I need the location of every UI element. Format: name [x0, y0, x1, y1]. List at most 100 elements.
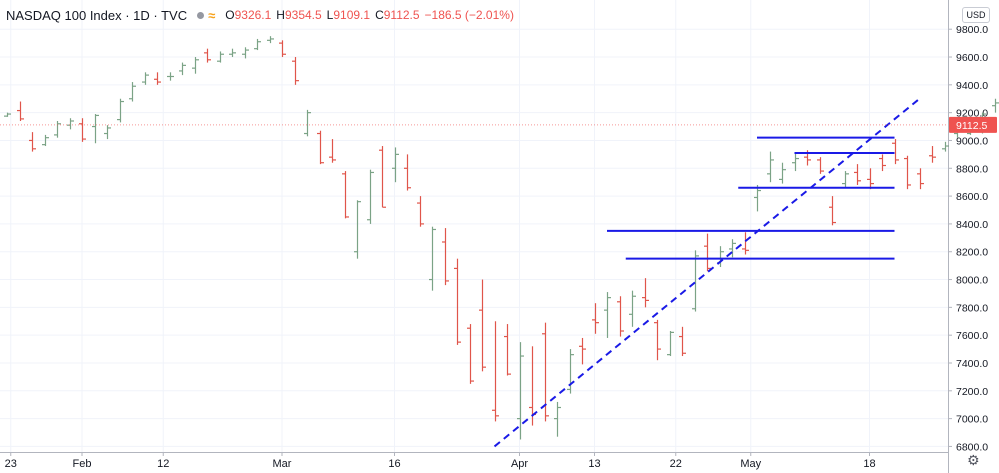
ohlc-bar[interactable]: [579, 337, 586, 365]
ohlc-bar[interactable]: [629, 290, 636, 327]
y-tick-label: 8200.0: [956, 247, 988, 259]
ohlc-bar[interactable]: [392, 147, 399, 183]
ohlc-bar[interactable]: [729, 239, 736, 258]
ohlc-bar[interactable]: [117, 98, 124, 123]
y-tick-label: 8600.0: [956, 191, 988, 203]
ohlc-bar[interactable]: [617, 296, 624, 337]
ohlc-bar[interactable]: [854, 164, 861, 185]
ohlc-bar[interactable]: [592, 303, 599, 334]
ohlc-bar[interactable]: [267, 36, 274, 44]
x-tick-label: 16: [388, 458, 400, 470]
ohlc-bar[interactable]: [404, 154, 411, 191]
y-tick-label: 8000.0: [956, 275, 988, 287]
ohlc-bar[interactable]: [479, 279, 486, 372]
ohlc-bar[interactable]: [54, 120, 61, 138]
ohlc-bar[interactable]: [442, 228, 449, 286]
ohlc-bar[interactable]: [4, 112, 11, 117]
ohlc-bar[interactable]: [417, 196, 424, 227]
ohlc-bar[interactable]: [467, 324, 474, 384]
ohlc-bar[interactable]: [292, 57, 299, 85]
ohlc-bar[interactable]: [67, 118, 74, 130]
ohlc-bar[interactable]: [879, 154, 886, 172]
ohlc-bar[interactable]: [192, 57, 199, 74]
trendline[interactable]: [493, 97, 921, 448]
ohlc-bar[interactable]: [154, 72, 161, 85]
ohlc-bar[interactable]: [929, 146, 936, 163]
ohlc-bar[interactable]: [504, 324, 511, 376]
y-tick-label: 7200.0: [956, 386, 988, 398]
y-tick-label: 9800.0: [956, 24, 988, 36]
ohlc-bar[interactable]: [779, 162, 786, 184]
ohlc-bar[interactable]: [992, 98, 999, 113]
ohlc-bar[interactable]: [679, 326, 686, 357]
ohlc-bar[interactable]: [842, 171, 849, 188]
ohlc-bar[interactable]: [79, 118, 86, 142]
ohlc-bar[interactable]: [229, 48, 236, 58]
ohlc-bar[interactable]: [354, 200, 361, 259]
symbol-title[interactable]: NASDAQ 100 Index · 1D · TVC: [6, 7, 188, 23]
ohlc-bar[interactable]: [317, 130, 324, 165]
high-value: 9354.5: [284, 8, 322, 22]
close-value: 9112.5: [383, 8, 420, 22]
ohlc-bar[interactable]: [867, 168, 874, 190]
ohlc-bar[interactable]: [567, 349, 574, 394]
ohlc-bar[interactable]: [654, 319, 661, 361]
ohlc-bar[interactable]: [692, 250, 699, 312]
ohlc-bar[interactable]: [179, 62, 186, 76]
ohlc-bar[interactable]: [604, 292, 611, 338]
ohlc-bar[interactable]: [667, 331, 674, 357]
delayed-data-icon[interactable]: ≈: [208, 7, 216, 23]
y-tick-label: 7800.0: [956, 302, 988, 314]
ohlc-bar[interactable]: [342, 171, 349, 219]
ohlc-bar[interactable]: [104, 125, 111, 140]
ohlc-bar[interactable]: [29, 132, 36, 152]
ohlc-bar[interactable]: [429, 226, 436, 291]
ohlc-bar[interactable]: [754, 184, 761, 212]
ohlc-bar[interactable]: [254, 38, 261, 51]
ohlc-bar[interactable]: [379, 146, 386, 208]
ohlc-bar[interactable]: [92, 114, 99, 144]
ohlc-bar[interactable]: [704, 233, 711, 272]
open-label: O: [225, 8, 235, 22]
ohlc-bar[interactable]: [167, 72, 174, 81]
x-tick-label: 22: [670, 458, 682, 470]
ohlc-bar[interactable]: [42, 134, 49, 147]
y-tick-label: 8400.0: [956, 219, 988, 231]
ohlc-bar[interactable]: [792, 152, 799, 172]
ohlc-bar[interactable]: [892, 139, 899, 165]
ohlc-bar[interactable]: [217, 51, 224, 63]
y-tick-label: 7600.0: [956, 330, 988, 342]
ohlc-bar[interactable]: [817, 157, 824, 174]
ohlc-bar[interactable]: [329, 139, 336, 163]
ohlc-bar[interactable]: [242, 47, 249, 59]
x-tick-label: 12: [157, 458, 169, 470]
ohlc-bar[interactable]: [129, 82, 136, 102]
ohlc-bar[interactable]: [279, 40, 286, 58]
ohlc-bar[interactable]: [17, 101, 24, 121]
ohlc-bar[interactable]: [554, 401, 561, 437]
ohlc-bar[interactable]: [367, 169, 374, 224]
currency-button[interactable]: USD: [962, 7, 990, 23]
low-value: 9109.1: [333, 8, 371, 22]
ohlc-bar[interactable]: [142, 72, 149, 85]
ohlc-bar[interactable]: [904, 155, 911, 190]
ohlc-bar[interactable]: [917, 168, 924, 190]
ohlc-bar[interactable]: [517, 342, 524, 440]
ohlc-bar[interactable]: [742, 232, 749, 255]
ohlc-bar[interactable]: [492, 321, 499, 422]
ohlc-bar[interactable]: [454, 258, 461, 345]
ohlc-bar[interactable]: [642, 278, 649, 308]
y-tick-label: 9600.0: [956, 52, 988, 64]
ohlc-bar[interactable]: [829, 196, 836, 226]
y-tick-label: 9000.0: [956, 135, 988, 147]
x-tick-label: 23: [5, 458, 17, 470]
x-tick-label: 18: [863, 458, 875, 470]
ohlc-bar[interactable]: [304, 109, 311, 137]
settings-gear-icon[interactable]: ⚙: [967, 452, 980, 468]
ohlc-bar[interactable]: [767, 151, 774, 183]
ohlc-bar[interactable]: [942, 141, 949, 152]
x-tick-label: Mar: [273, 458, 292, 470]
ohlc-bar[interactable]: [204, 48, 211, 63]
